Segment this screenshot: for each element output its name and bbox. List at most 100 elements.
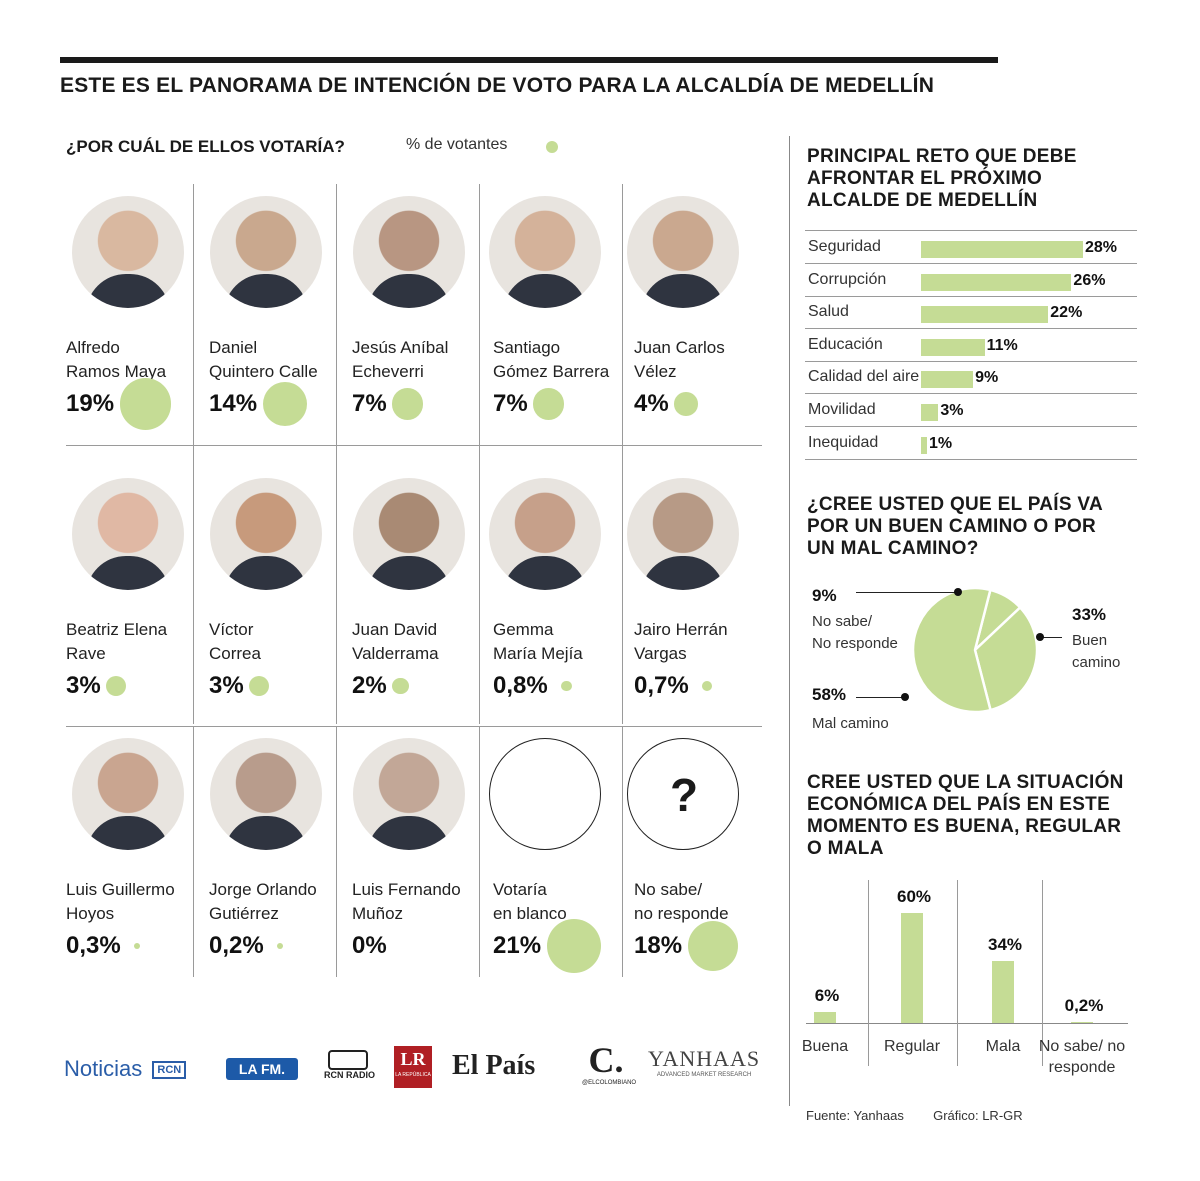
economy-baseline — [806, 1023, 1128, 1024]
challenge-bar — [921, 371, 974, 389]
candidate-photo — [210, 738, 322, 850]
candidate-name: No sabe/ no responde — [634, 880, 729, 923]
candidate-percent: 14% — [209, 390, 258, 417]
candidate-percent: 4% — [634, 390, 669, 417]
country-path-pie — [911, 586, 1039, 714]
candidate-card: Daniel Quintero Calle 14% — [209, 196, 351, 446]
rcn-radio-logo: RCN RADIO — [324, 1050, 375, 1080]
candidate-percent: 0,7% — [634, 672, 689, 699]
challenge-category: Salud — [808, 303, 849, 321]
grid-divider — [66, 445, 762, 446]
challenge-bar — [921, 241, 1083, 258]
candidate-card: Víctor Correa 3% — [209, 478, 351, 728]
economy-separator — [868, 880, 869, 1066]
candidate-photo — [627, 196, 739, 308]
grid-divider — [193, 184, 194, 724]
challenge-bar — [921, 338, 985, 356]
candidate-percent: 21% — [493, 932, 542, 959]
economy-title: CREE USTED QUE LA SITUACIÓN ECONÓMICA DE… — [807, 772, 1124, 859]
candidate-percent: 18% — [634, 932, 683, 959]
challenge-bar — [921, 404, 939, 421]
candidate-card: Santiago Gómez Barrera 7% — [489, 196, 635, 446]
economy-bar — [814, 1012, 836, 1023]
no-sabe-label: No sabe/ No responde — [812, 613, 898, 652]
candidate-percent: 7% — [352, 390, 387, 417]
candidate-card: Beatriz Elena Rave 3% — [66, 478, 208, 728]
grid-divider — [479, 184, 480, 724]
candidate-name: Juan David Valderrama — [352, 620, 439, 663]
challenge-row: Corrupción 26% — [805, 264, 1137, 297]
economy-value: 6% — [814, 986, 840, 1005]
candidate-percent: 2% — [352, 672, 387, 699]
challenge-value: 3% — [940, 402, 964, 419]
economy-bar — [901, 913, 923, 1023]
candidate-card: Alfredo Ramos Maya 19% — [66, 196, 208, 446]
buen-camino-label: Buen camino — [1072, 632, 1121, 671]
vote-question: ¿POR CUÁL DE ELLOS VOTARÍA? — [66, 137, 345, 156]
economy-bar — [1071, 1021, 1093, 1023]
candidate-photo — [353, 478, 465, 590]
candidate-name: Luis Fernando Muñoz — [352, 880, 461, 923]
candidate-name: Daniel Quintero Calle — [209, 338, 318, 381]
grid-divider — [622, 184, 623, 724]
leader-dot — [901, 693, 909, 701]
candidate-photo — [489, 196, 601, 308]
candidate-percent: 0,3% — [66, 932, 121, 959]
challenge-category: Educación — [808, 335, 883, 353]
candidate-card: Luis Guillermo Hoyos 0,3% — [66, 738, 208, 988]
challenge-value: 26% — [1073, 271, 1106, 289]
candidate-name: Luis Guillermo Hoyos — [66, 880, 175, 923]
percent-bubble — [392, 388, 424, 420]
la-republica-logo: LR LA REPÚBLICA — [394, 1046, 432, 1088]
blank-vote-circle — [489, 738, 601, 850]
no-sabe-value: 9% — [812, 586, 837, 605]
economy-category: Mala — [985, 1038, 1021, 1055]
challenge-row: Movilidad 3% — [805, 394, 1137, 427]
candidate-name: Alfredo Ramos Maya — [66, 338, 167, 381]
challenge-row: Educación 11% — [805, 329, 1137, 362]
percent-bubble — [392, 677, 409, 695]
candidate-photo — [72, 196, 184, 308]
candidate-percent: 19% — [66, 390, 115, 417]
candidate-card: Luis Fernando Muñoz 0% — [352, 738, 494, 988]
percent-bubble — [134, 942, 141, 950]
candidate-percent: 3% — [66, 672, 101, 699]
buen-camino-leader — [1040, 637, 1062, 638]
question-mark-icon: ? — [669, 769, 699, 821]
table-top-rule — [805, 230, 1137, 231]
challenge-title: PRINCIPAL RETO QUE DEBE AFRONTAR EL PRÓX… — [807, 146, 1077, 211]
percent-bubble — [263, 381, 308, 427]
candidate-card: Jorge Orlando Gutiérrez 0,2% — [209, 738, 351, 988]
candidate-percent: 3% — [209, 672, 244, 699]
challenge-row: Calidad del aire 9% — [805, 361, 1137, 395]
challenge-category: Movilidad — [808, 401, 876, 418]
page-title: ESTE ES EL PANORAMA DE INTENCIÓN DE VOTO… — [60, 74, 935, 97]
challenge-value: 28% — [1085, 239, 1118, 256]
mal-camino-value: 58% — [812, 685, 847, 704]
candidate-card: ? No sabe/ no responde 18% — [627, 738, 776, 988]
la-fm-logo: LA FM. — [226, 1058, 298, 1080]
candidate-card: Votaría en blanco 21% — [489, 738, 635, 988]
mal-camino-leader — [856, 697, 905, 698]
challenge-category: Seguridad — [808, 238, 881, 255]
challenge-row: Inequidad 1% — [805, 427, 1137, 460]
candidate-name: Jesús Aníbal Echeverri — [352, 338, 449, 381]
candidate-percent: 0% — [352, 932, 387, 959]
column-divider — [789, 136, 790, 1106]
candidate-percent: 7% — [493, 390, 528, 417]
candidate-photo — [72, 478, 184, 590]
candidate-card: Juan Carlos Vélez 4% — [627, 196, 776, 446]
el-colombiano-logo: C. @ELCOLOMBIANO — [582, 1040, 637, 1086]
challenge-bar — [921, 306, 1049, 324]
candidate-photo — [72, 738, 184, 850]
challenge-category: Calidad del aire — [808, 368, 920, 386]
challenge-value: 9% — [975, 369, 999, 387]
candidate-name: Beatriz Elena Rave — [66, 620, 168, 663]
candidate-card: Juan David Valderrama 2% — [352, 478, 494, 728]
candidate-name: Juan Carlos Vélez — [634, 338, 725, 381]
unknown-circle: ? — [627, 738, 739, 850]
challenge-bar — [921, 273, 1072, 291]
economy-category: Buena — [801, 1038, 849, 1055]
no-sabe-leader — [856, 592, 958, 593]
economy-value: 60% — [896, 887, 932, 906]
